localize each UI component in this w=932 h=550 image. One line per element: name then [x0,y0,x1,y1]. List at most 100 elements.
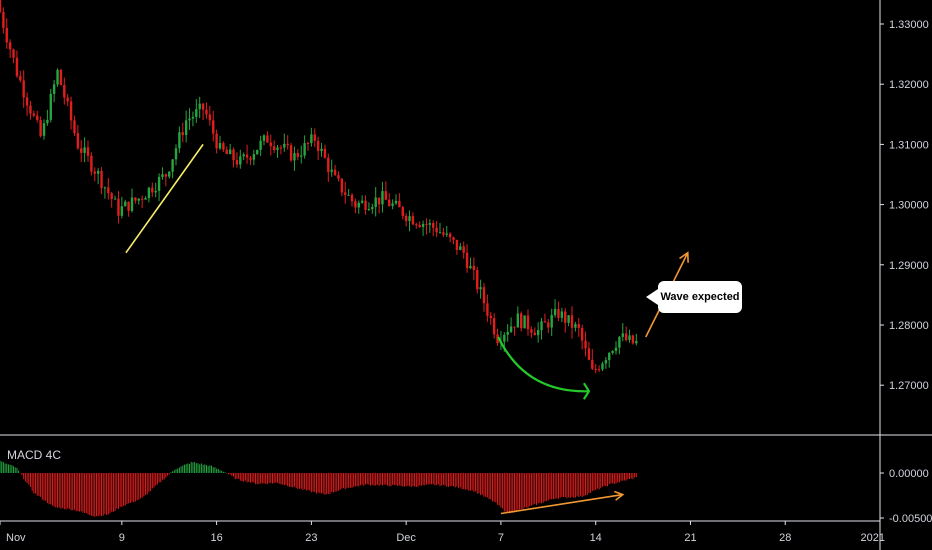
candle-body [476,270,479,290]
candle-body [492,318,496,335]
wave-expected-callout: Wave expected [658,281,742,313]
candle-body [584,340,587,349]
candle-body [381,191,384,205]
candle-body [195,109,198,117]
candle-body [80,148,83,153]
candle-body [222,143,225,150]
candle-body [140,198,144,200]
candle-body [391,203,394,206]
price-tick-label: 1.32000 [889,79,929,91]
candle-body [489,315,492,319]
candle-body [191,116,195,119]
candle-body [83,147,86,153]
candle-body [411,216,415,225]
candle-body [174,148,178,160]
candle-body [614,347,618,351]
candle-body [591,359,594,369]
candle-body [306,143,310,145]
candle-body [52,84,56,94]
candle-body [2,12,5,28]
candle-body [19,76,22,81]
candle-body [496,334,499,344]
candle-body [384,191,388,200]
candle-body [398,200,401,208]
price-tick-label: 1.29000 [889,260,929,272]
candle-body [256,149,259,155]
candle-body [364,200,367,210]
candle-body [154,190,157,193]
curved-arrow-head [582,382,591,400]
candle-body [415,224,418,226]
candle-body [421,223,425,227]
candle-body [618,336,621,348]
candle-body [242,154,245,157]
candle-body [327,157,330,172]
candle-body [239,156,242,165]
candle-body [310,134,313,144]
candle-body [455,239,459,250]
candle-body [96,170,100,174]
candle-body [608,352,611,361]
candle-body [283,143,286,148]
candle-body [235,160,239,165]
time-tick-label: 16 [210,532,222,544]
candle-body [215,133,218,149]
candle-body [594,368,597,370]
candle-body [357,202,360,208]
candle-body [296,153,300,157]
candle-body [147,187,151,199]
candle-body [262,135,266,141]
candle-body [100,170,103,188]
time-tick-label: 28 [779,532,791,544]
candle-body [628,335,631,341]
candle-body [557,308,560,318]
candle-body [479,287,482,290]
candle-body [46,119,49,124]
candle-body [124,201,127,207]
candle-body [621,333,624,337]
candle-body [564,311,567,323]
candle-body [316,140,320,152]
candle-body [293,153,296,161]
candle-body [509,326,513,332]
candle-body [178,132,181,149]
candle-body [482,287,486,304]
time-tick-label: 9 [119,532,125,544]
candle-body [32,113,36,116]
candle-body [245,154,249,158]
candle-body [117,198,120,216]
candle-body [15,57,19,77]
candle-body [12,49,15,58]
candle-body [388,199,391,206]
candle-body [36,115,39,121]
candle-body [93,171,96,174]
candle-body [303,143,306,156]
candle-body [259,140,262,150]
candle-body [377,197,381,205]
curved-arrow [497,336,589,393]
candle-body [506,331,509,335]
price-tick-label: 1.33000 [889,19,929,31]
candle-body [22,80,25,98]
candle-body [201,103,205,110]
candle-body [269,142,272,147]
price-tick-label: 1.27000 [889,380,929,392]
candle-body [347,194,350,196]
price-tick-label: 1.28000 [889,320,929,332]
candle-body [137,198,140,201]
candle-body [635,340,638,344]
macd-tick-label: 0.00000 [889,468,929,480]
candle-body [404,215,408,222]
macd-indicator-label[interactable]: MACD 4C [7,448,62,462]
candle-body [188,118,191,121]
time-tick-label: Dec [396,532,416,544]
candle-body [465,252,469,269]
candle-body [401,207,404,216]
candle-body [459,246,462,250]
candle-body [56,69,59,85]
candle-body [624,333,628,341]
candle-body [107,187,110,194]
candle-body [543,321,547,323]
candle-body [171,159,174,172]
candle-body [448,233,452,238]
